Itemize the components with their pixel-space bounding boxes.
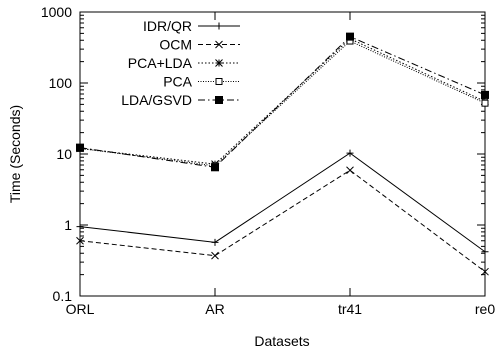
legend-label: PCA [163,74,192,90]
plus-marker [481,248,489,256]
y-tick-label: 100 [49,75,73,91]
series-line [79,36,486,168]
filled-square-marker [211,163,219,172]
x-marker [211,251,219,260]
x-marker [481,267,489,276]
legend-label: OCM [159,37,192,53]
x-tick-label: tr41 [338,301,362,317]
x-marker [76,236,84,245]
x-tick-label: ORL [66,301,95,317]
filled-square-marker [481,90,489,99]
x-tick-label: re0 [475,301,495,317]
filled-square-marker [76,143,84,152]
plus-marker [76,223,84,231]
series-ocm [76,166,489,276]
series-line [79,38,486,165]
y-tick-label: 10 [56,146,72,162]
x-marker [346,166,354,175]
y-axis-ticks: 0.1 1 10 100 1000 [41,4,485,304]
x-axis-label: Datasets [254,333,309,349]
legend-label: PCA+LDA [128,55,193,71]
legend: IDR/QR OCM PCA+LDA PCA LDA/GSVD [121,18,240,108]
series-layer [76,32,489,276]
plus-marker [211,238,219,246]
y-tick-label: 1000 [41,4,72,20]
y-axis-label: Time (Seconds) [7,105,23,203]
x-axis-ticks: ORL AR tr41 re0 [66,12,495,317]
series-idr-qr [76,149,489,256]
y-tick-label: 0.1 [53,288,73,304]
x-tick-label: AR [205,301,224,317]
series-lda-gsvd [76,32,489,172]
series-line [79,152,486,253]
open-square-marker [215,78,223,85]
open-square-marker [481,99,489,107]
x-marker [215,40,223,49]
filled-square-marker [346,32,354,41]
y-tick-label: 1 [64,217,72,233]
plus-marker [346,149,354,157]
legend-label: IDR/QR [143,18,192,34]
series-line [79,169,486,273]
filled-square-marker [215,96,223,104]
star-marker [215,59,223,67]
legend-label: LDA/GSVD [121,92,192,108]
plus-marker [215,22,223,30]
